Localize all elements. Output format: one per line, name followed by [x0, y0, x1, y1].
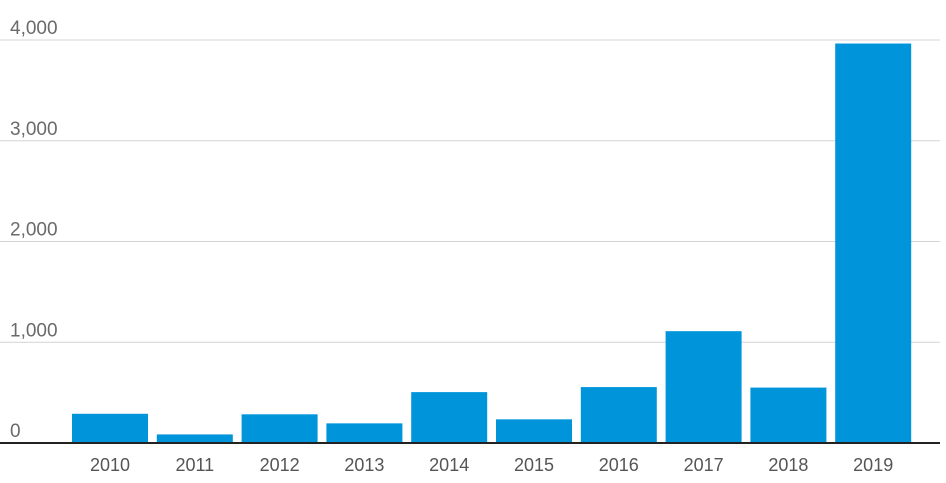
y-tick-label: 2,000 — [10, 220, 58, 241]
bars — [72, 43, 912, 444]
bar-2011 — [156, 434, 233, 443]
y-tick-label: 1,000 — [10, 320, 58, 341]
x-tick-label: 2019 — [853, 455, 893, 475]
bar-2017 — [665, 331, 742, 443]
x-axis-tick-labels: 2010 2011 2012 2013 2014 2015 2016 2017 2018 2019 — [90, 455, 893, 475]
bar-2010 — [72, 413, 148, 443]
y-tick-label: 4,000 — [10, 18, 58, 39]
x-tick-label: 2015 — [514, 455, 554, 475]
y-tick-label: 3,000 — [10, 119, 58, 140]
x-tick-label: 2011 — [175, 455, 214, 475]
x-tick-label: 2010 — [90, 455, 130, 475]
bar-2019 — [835, 43, 912, 444]
x-tick-label: 2017 — [684, 455, 724, 475]
bar-2014 — [411, 392, 488, 443]
x-tick-label: 2018 — [768, 455, 808, 475]
bar-2012 — [241, 414, 318, 443]
bar-2016 — [580, 387, 657, 443]
gridlines — [0, 39, 940, 343]
bar-2018 — [750, 387, 827, 443]
x-tick-label: 2016 — [599, 455, 639, 475]
x-tick-label: 2014 — [429, 455, 469, 475]
y-tick-label: 0 — [10, 421, 21, 442]
y-axis-tick-labels: 0 1,000 2,000 3,000 4,000 — [10, 18, 58, 442]
x-tick-label: 2013 — [344, 455, 384, 475]
bar-2015 — [496, 419, 572, 443]
bar-2013 — [326, 423, 403, 443]
x-tick-label: 2012 — [260, 455, 300, 475]
